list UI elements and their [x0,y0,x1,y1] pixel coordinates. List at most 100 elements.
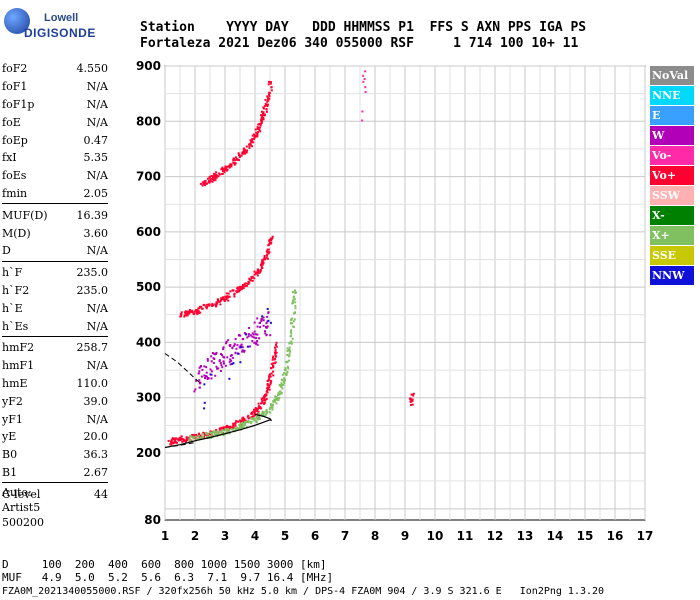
trace-point [292,299,295,302]
trace-point [211,433,214,436]
trace-point [236,427,239,430]
trace-point [253,341,256,344]
trace-point [268,239,271,242]
trace-point [205,305,208,308]
trace-point [217,300,220,303]
trace-point [269,237,272,240]
trace-point [233,293,236,296]
param-value: 258.7 [76,341,109,355]
trace-point [257,126,260,129]
trace-point [262,395,265,398]
trace-point [252,133,255,136]
trace-point [201,368,204,371]
trace-point [189,435,192,438]
trace-point [198,311,201,314]
trace-point [262,114,265,117]
trace-point [260,407,263,410]
trace-point [197,307,200,310]
trace-point [269,321,272,324]
legend-item-ssw: SSW [650,186,694,205]
trace-point [214,433,217,436]
trace-point [184,310,187,313]
trace-point [265,256,268,259]
trace-point [208,175,211,178]
trace-point [278,390,281,393]
trace-point [288,346,291,349]
trace-point [213,430,216,433]
trace-point [248,278,251,281]
muf-table: D 100 200 400 600 800 1000 1500 3000 [km… [2,558,333,584]
trace-point [245,151,248,154]
legend-item-x: X- [650,206,694,225]
trace-point [270,372,273,375]
trace-point [229,425,232,428]
trace-point [251,332,254,335]
trace-point [280,391,283,394]
trace-point [260,398,263,401]
trace-point [257,131,260,134]
trace-point [195,379,198,382]
trace-point [248,345,251,348]
trace-point [239,344,242,347]
trace-point [260,267,263,270]
trace-point [273,398,276,401]
trace-point [234,424,237,427]
trace-point [230,165,233,168]
x-tick-label: 15 [577,529,594,543]
legend-item-noval: NoVal [650,66,694,85]
trace-point [234,156,237,159]
trace-point [238,154,241,157]
trace-point [210,377,213,380]
param-row-b0: B0 36.3 [2,446,108,464]
x-tick-label: 11 [457,529,474,543]
trace-point [181,440,184,443]
trace-point [207,377,210,380]
trace-point [261,111,264,114]
trace-point [251,340,254,343]
trace-point [251,335,254,338]
trace-point [195,309,198,312]
param-name: yE [2,430,17,444]
trace-point [267,251,270,254]
trace-point [268,242,271,245]
param-value: 3.60 [83,226,109,240]
param-row-foes: foEs N/A [2,167,108,185]
trace-point [256,317,259,320]
trace-point [271,403,274,406]
trace-point [219,361,222,364]
trace-point [230,428,233,431]
param-group-3: h`F 235.0 h`F2 235.0 h`E N/A h`Es N/A [2,264,108,335]
trace-point [203,433,206,436]
trace-point [183,314,186,317]
trace-point [235,420,238,423]
trace-point [241,346,244,349]
trace-point [271,237,274,240]
trace-point [273,346,276,349]
trace-point [293,298,296,301]
trace-point [253,273,256,276]
trace-point [291,300,294,303]
trace-point [215,351,218,354]
param-value: N/A [86,115,108,129]
trace-point [272,355,275,358]
trace-point [204,374,207,377]
muf-row: MUF 4.9 5.0 5.2 5.6 6.3 7.1 9.7 16.4 [MH… [2,571,334,584]
trace-point [236,291,239,294]
trace-point [293,318,296,321]
trace-point [170,441,173,444]
trace-point [204,431,207,434]
param-value: N/A [86,301,108,315]
trace-point [272,370,275,373]
trace-point [219,303,222,306]
trace-point [283,377,286,380]
param-name: foE [2,115,21,129]
trace-point [169,443,172,446]
y-tick-label: 900 [136,59,161,73]
trace-point [266,315,269,318]
trace-point [275,355,278,358]
trace-point [273,358,276,361]
digisonde-logo: Lowell DIGISONDE [4,6,124,46]
trace-point [271,358,274,361]
trace-point [259,124,262,127]
trace-point [173,441,176,444]
